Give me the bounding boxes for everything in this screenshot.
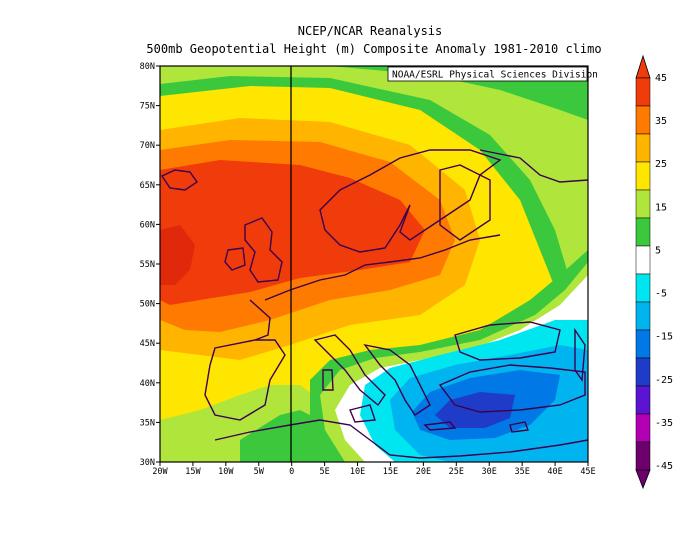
- colorbar-segment: [635, 133, 651, 163]
- colorbar-segment: [635, 329, 651, 359]
- lat-tick-label: 80N: [140, 62, 155, 72]
- colorbar-label: -5: [655, 289, 667, 300]
- lat-tick-label: 65N: [140, 181, 155, 191]
- colorbar-label: 5: [655, 245, 661, 256]
- colorbar-top-arrow: [635, 54, 651, 79]
- colorbar-label: 35: [655, 116, 667, 127]
- colorbar-segment: [635, 301, 651, 331]
- credit-box: [387, 66, 588, 82]
- figure-title: NCEP/NCAR Reanalysis: [297, 24, 443, 38]
- colorbar-label: -35: [655, 418, 673, 429]
- coastlines: [160, 149, 588, 459]
- colorbar-segment: [635, 385, 651, 415]
- colorbar-segment: [635, 217, 651, 247]
- lon-tick-label: 5E: [319, 467, 329, 477]
- lat-tick-label: 40N: [140, 379, 155, 389]
- colorbar-segment: [635, 77, 651, 107]
- lon-tick-label: 20E: [416, 467, 431, 477]
- lat-tick-label: 55N: [140, 260, 155, 270]
- lat-tick-label: 30N: [140, 458, 155, 468]
- lon-tick-label: 15E: [383, 467, 398, 477]
- colorbar: 45 35 25 15 5 -5 -15 -25 -35 -45: [635, 54, 673, 490]
- lon-tick-label: 10E: [350, 467, 365, 477]
- lon-tick-label: 30E: [482, 467, 497, 477]
- colorbar-label: 15: [655, 202, 667, 213]
- longitude-axis: 20W 15W 10W 5W 0 5E 10E 15E 20E 25E 30E 35E 40E 45E: [152, 462, 596, 477]
- lat-tick-label: 35N: [140, 418, 155, 428]
- lon-tick-label: 0: [289, 467, 294, 477]
- colorbar-segment: [635, 189, 651, 219]
- lon-tick-label: 15W: [185, 467, 201, 477]
- colorbar-segment: [635, 161, 651, 191]
- lat-tick-label: 60N: [140, 220, 155, 230]
- lat-tick-label: 70N: [140, 141, 155, 151]
- lon-tick-label: 25E: [449, 467, 464, 477]
- lon-tick-label: 20W: [152, 467, 168, 477]
- colorbar-segment: [635, 357, 651, 387]
- lat-tick-label: 50N: [140, 300, 155, 310]
- colorbar-label: -15: [655, 332, 673, 343]
- colorbar-segment: [635, 441, 651, 471]
- colorbar-label: -45: [655, 461, 673, 472]
- colorbar-segment: [635, 413, 651, 443]
- colorbar-segment: [635, 245, 651, 275]
- lon-tick-label: 40E: [547, 467, 562, 477]
- lon-tick-label: 35E: [514, 467, 529, 477]
- lon-tick-label: 5W: [254, 467, 265, 477]
- colorbar-bottom-arrow: [635, 469, 651, 490]
- lon-tick-label: 10W: [218, 467, 234, 477]
- lat-tick-label: 75N: [140, 102, 155, 112]
- figure-subtitle: 500mb Geopotential Height (m) Composite …: [146, 42, 602, 56]
- lon-tick-label: 45E: [580, 467, 595, 477]
- colorbar-segment: [635, 105, 651, 135]
- latitude-axis: 30N 35N 40N 45N 50N 55N 60N 65N 70N 75N 80N: [140, 62, 160, 468]
- colorbar-label: 25: [655, 159, 667, 170]
- credit-text: NOAA/ESRL Physical Sciences Division: [392, 70, 598, 81]
- colorbar-label: -25: [655, 375, 673, 386]
- colorbar-segment: [635, 273, 651, 303]
- colorbar-label: 45: [655, 73, 667, 84]
- lat-tick-label: 45N: [140, 339, 155, 349]
